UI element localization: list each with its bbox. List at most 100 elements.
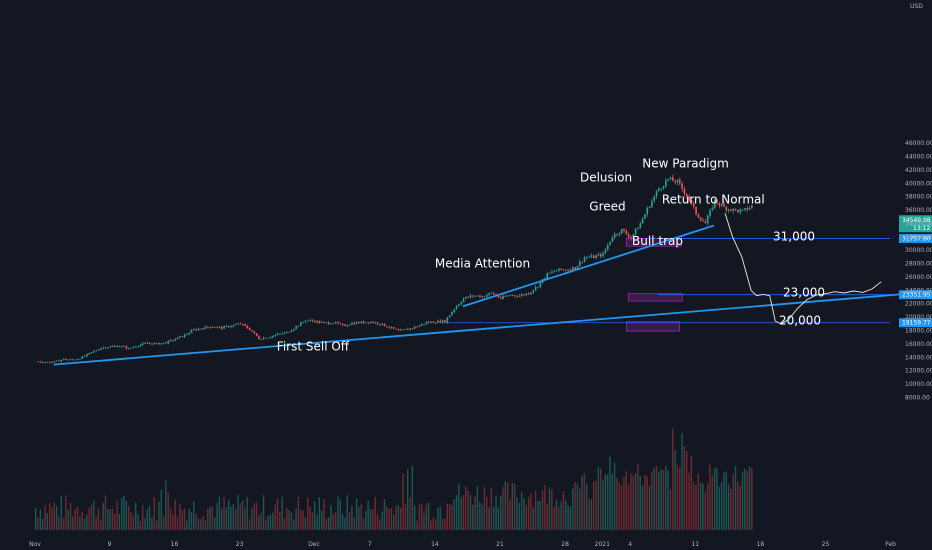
volume-bar — [606, 474, 609, 530]
price-tag — [899, 215, 932, 233]
volume-bar — [374, 497, 376, 530]
candle-body — [86, 354, 88, 357]
volume-bar — [232, 503, 235, 530]
volume-bar — [646, 476, 648, 530]
candle-body — [218, 326, 221, 328]
candle-body — [530, 292, 532, 295]
volume-bar — [397, 505, 400, 530]
price-tick-label: 26000.00 — [905, 274, 932, 281]
volume-bar — [332, 513, 334, 530]
candle-body — [355, 322, 358, 325]
volume-bar — [446, 503, 448, 530]
volume-bar — [274, 504, 276, 530]
price-tag-subtext: 13:12 — [913, 225, 930, 232]
time-tick-label: 9 — [107, 541, 111, 548]
annotation-label: New Paradigm — [642, 156, 729, 170]
volume-bar — [541, 490, 544, 530]
price-axis[interactable]: USD 8000.00 10000.00 12000.00 14000.00 16000.… — [905, 3, 932, 401]
candle-body — [534, 286, 537, 291]
time-tick-label: 25 — [822, 541, 830, 548]
annotation-label: Media Attention — [435, 257, 530, 271]
volume-bar — [200, 518, 202, 530]
volume-bar — [302, 510, 304, 530]
volume-bar — [227, 499, 230, 530]
volume-bar — [658, 471, 660, 530]
candle-body — [476, 295, 479, 297]
volume-bar — [158, 501, 160, 530]
candle-body — [730, 209, 732, 211]
candle-body — [413, 326, 416, 329]
candle-body — [411, 328, 414, 330]
volume-bar — [425, 504, 427, 530]
candle-body — [118, 346, 121, 348]
candle-body — [588, 257, 590, 259]
candle-body — [139, 344, 142, 347]
price-tick-label: 36000.00 — [905, 207, 932, 214]
volume-bar — [744, 468, 746, 530]
volume-bar — [341, 513, 344, 530]
volume-bar — [604, 474, 607, 530]
volume-bar — [523, 498, 525, 530]
candle-body — [158, 342, 160, 345]
candle-body — [151, 343, 153, 345]
volume-bar — [160, 489, 162, 530]
candle-body — [183, 334, 186, 338]
zone-box — [626, 321, 680, 332]
annotation-label: Return to Normal — [662, 192, 765, 206]
candle-body — [623, 228, 625, 231]
volume-bar — [527, 497, 530, 530]
candle-body — [293, 328, 295, 331]
candle-body — [90, 352, 93, 354]
candle-body — [88, 352, 91, 355]
volume-bar — [490, 487, 493, 530]
volume-bar — [141, 505, 144, 530]
candle-body — [446, 317, 449, 323]
volume-bar — [181, 510, 183, 530]
volume-bar — [413, 505, 416, 530]
candle-body — [402, 329, 404, 331]
candle-body — [130, 347, 132, 349]
volume-bar — [539, 501, 541, 530]
volume-bar — [134, 502, 137, 530]
candle-body — [690, 200, 693, 204]
candle-body — [365, 322, 367, 324]
candle-body — [234, 324, 237, 326]
candle-body — [409, 328, 411, 330]
candle-body — [114, 345, 116, 347]
candle-body — [495, 294, 497, 296]
volume-bar — [297, 496, 300, 530]
candle-body — [179, 336, 181, 338]
candle-body — [288, 331, 291, 333]
candle-body — [237, 323, 239, 325]
candle-body — [611, 237, 614, 242]
time-axis[interactable]: Nov 9 16 23 Dec 7 14 21 28 2021 4 11 18 25 Feb — [29, 541, 896, 548]
candle-body — [692, 203, 695, 207]
volume-bar — [362, 518, 365, 530]
volume-bar — [365, 510, 367, 530]
candle-body — [672, 177, 674, 182]
volume-bar — [597, 467, 600, 530]
volume-bar — [402, 473, 404, 530]
volume-bar — [221, 508, 223, 530]
volume-bar — [430, 520, 432, 530]
volume-bar — [681, 433, 683, 530]
volume-bar — [660, 469, 662, 530]
candle-body — [716, 199, 718, 204]
volume-bar — [44, 505, 46, 530]
candle-body — [586, 257, 588, 259]
candle-body — [513, 295, 516, 297]
candle-body — [227, 325, 230, 328]
volume-bar — [67, 509, 69, 530]
volume-bar — [316, 514, 318, 530]
volume-bar — [679, 467, 681, 530]
candle-body — [609, 241, 611, 246]
candle-body — [225, 325, 228, 327]
volume-bar — [548, 487, 551, 530]
volume-bar — [723, 472, 725, 530]
volume-bar — [634, 473, 637, 530]
candle-body — [397, 329, 400, 331]
price-tick-label: 8000.00 — [905, 394, 930, 401]
volume-bar — [230, 506, 232, 530]
candle-body — [248, 328, 251, 331]
